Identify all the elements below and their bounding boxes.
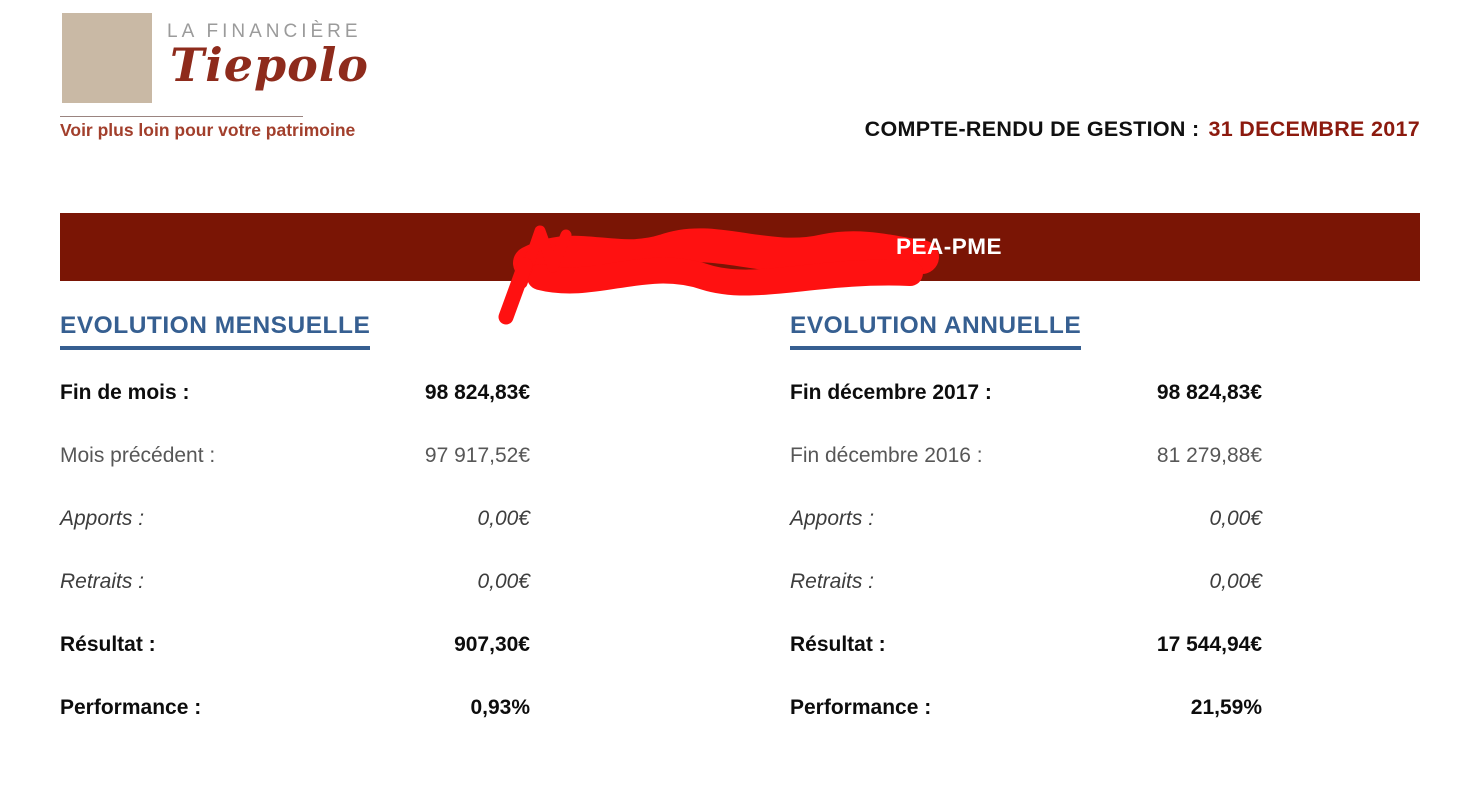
table-row: Performance : 0,93% <box>60 695 530 721</box>
section-annual-title: EVOLUTION ANNUELLE <box>790 312 1082 350</box>
row-label: Fin décembre 2017 : <box>790 381 992 404</box>
section-monthly: EVOLUTION MENSUELLE Fin de mois : 98 824… <box>60 312 530 758</box>
table-row: Retraits : 0,00€ <box>790 569 1262 595</box>
row-label: Résultat : <box>790 633 886 656</box>
report-date: 31 DECEMBRE 2017 <box>1208 117 1420 141</box>
table-row: Performance : 21,59% <box>790 695 1262 721</box>
table-row: Fin décembre 2016 : 81 279,88€ <box>790 443 1262 469</box>
brand-name-top: LA FINANCIÈRE <box>167 21 362 42</box>
redaction-scribble <box>498 225 939 325</box>
brand-tagline: Voir plus loin pour votre patrimoine <box>60 120 356 140</box>
row-value: 17 544,94€ <box>1156 633 1262 656</box>
row-value: 907,30€ <box>454 633 530 656</box>
table-row: Mois précédent : 97 917,52€ <box>60 443 530 469</box>
row-label: Apports : <box>790 507 875 530</box>
row-value: 98 824,83€ <box>424 381 530 404</box>
evolution-columns: EVOLUTION MENSUELLE Fin de mois : 98 824… <box>60 312 1420 758</box>
logo-divider <box>60 116 303 117</box>
table-row: Fin décembre 2017 : 98 824,83€ <box>790 380 1262 406</box>
row-value: 98 824,83€ <box>1156 381 1262 404</box>
row-label: Apports : <box>60 507 145 530</box>
table-row: Retraits : 0,00€ <box>60 569 530 595</box>
row-value: 0,00€ <box>1209 570 1262 593</box>
row-value: 0,00€ <box>477 570 530 593</box>
brand-name-script: Tiepolo <box>170 38 369 92</box>
row-label: Performance : <box>60 696 202 719</box>
section-monthly-title: EVOLUTION MENSUELLE <box>60 312 371 350</box>
row-value: 0,00€ <box>477 507 530 530</box>
row-label: Fin décembre 2016 : <box>790 444 983 467</box>
report-title-label: COMPTE-RENDU DE GESTION : <box>864 117 1200 141</box>
table-row: Résultat : 907,30€ <box>60 632 530 658</box>
row-label: Retraits : <box>790 570 875 593</box>
row-label: Mois précédent : <box>60 444 216 467</box>
table-row: Résultat : 17 544,94€ <box>790 632 1262 658</box>
row-label: Performance : <box>790 696 932 719</box>
row-label: Résultat : <box>60 633 156 656</box>
account-type-label: PEA-PME <box>896 234 1003 259</box>
row-label: Retraits : <box>60 570 145 593</box>
row-label: Fin de mois : <box>60 381 190 404</box>
row-value: 21,59% <box>1190 696 1262 719</box>
row-value: 81 279,88€ <box>1156 444 1262 467</box>
brand-painting-image <box>62 13 152 103</box>
section-annual: EVOLUTION ANNUELLE Fin décembre 2017 : 9… <box>790 312 1262 758</box>
report-title: COMPTE-RENDU DE GESTION : 31 DECEMBRE 201… <box>865 117 1420 142</box>
row-value: 0,00€ <box>1209 507 1262 530</box>
row-value: 97 917,52€ <box>424 444 530 467</box>
account-banner: PEA-PME <box>60 213 1420 325</box>
table-row: Apports : 0,00€ <box>790 506 1262 532</box>
table-row: Fin de mois : 98 824,83€ <box>60 380 530 406</box>
table-row: Apports : 0,00€ <box>60 506 530 532</box>
row-value: 0,93% <box>470 696 530 719</box>
